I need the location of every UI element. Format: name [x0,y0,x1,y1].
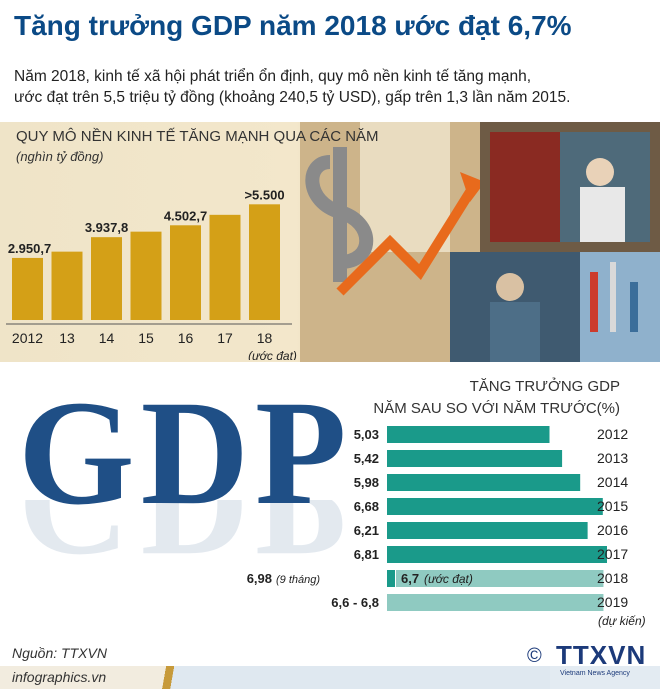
banner-photo-collage [300,122,660,362]
bar-15 [130,231,162,320]
hbar-value-label: 6,68 [354,499,379,514]
hbar-year-label: 2018 [597,570,628,586]
bar-2012 [12,257,43,320]
hbar-year-label: 2013 [597,450,628,466]
hbar-year-note: (dự kiến) [598,614,646,628]
x-tick-label: 14 [99,330,115,346]
source-text: Nguồn: TTXVN [12,645,107,661]
bar-14 [91,237,122,320]
x-tick-note: (ước đạt) [248,349,297,360]
hbar-year-label: 2015 [597,498,628,514]
bar-value-label: 2.950,7 [8,241,51,256]
hbar-value-label: 5,03 [354,427,379,442]
ttxvn-logo: TTXVN [556,640,647,670]
hbar-value-note: (ước đạt) [424,572,473,586]
x-tick-label: 18 [257,330,273,346]
hbar-value-label: 6,6 - 6,8 [331,595,379,610]
gdp-logo-reflection: GDP [18,500,353,580]
x-tick-label: 13 [59,330,75,346]
hbar-2013 [387,450,563,467]
page-title: Tăng trưởng GDP năm 2018 ước đạt 6,7% [14,10,572,41]
intro-text: Năm 2018, kinh tế xã hội phát triển ổn đ… [14,66,654,108]
hbar-chart-title-line1: TĂNG TRƯỞNG GDP [469,378,620,395]
hbar-value-label: 5,42 [354,451,379,466]
gdp-size-bar-chart: 2.950,7 2012 13 3.937,8 14 15 4.502,7 16 17 >5.50… [6,187,297,360]
dollar-sign-icon [305,147,374,282]
bar-chart-unit: (nghìn tỷ đồng) [16,149,104,164]
intro-line-2: ước đạt trên 5,5 triệu tỷ đồng (khoảng 2… [14,89,571,106]
hbar-2019 [387,594,604,611]
hbar-value-label: 5,98 [354,475,379,490]
footer-stripe [150,666,550,689]
bar-16 [170,225,201,320]
hbar-year-label: 2012 [597,426,628,442]
hbar-chart-title-line2: NĂM SAU SO VỚI NĂM TRƯỚC(%) [373,400,620,417]
hbar-value-label: 6,7 [401,571,419,586]
x-tick-label: 17 [217,330,233,346]
gdp-logo: GDP [18,370,353,536]
hbar-2014 [387,474,581,491]
x-tick-label: 15 [138,330,154,346]
hbar-2015 [387,498,603,515]
hbar-2018-9month [387,570,395,587]
bar-13 [51,251,83,320]
bar-value-label: >5.500 [244,187,284,202]
bar-chart-title: QUY MÔ NỀN KINH TẾ TĂNG MẠNH QUA CÁC NĂM [16,128,379,145]
hbar-year-label: 2016 [597,522,628,538]
x-tick-label: 16 [178,330,194,346]
hbar-2012 [387,426,550,443]
hbar-2018-estimate [396,570,604,587]
hbar-2017 [387,546,607,563]
bar-17 [209,214,241,320]
bar-value-label: 4.502,7 [164,208,207,223]
copyright-icon: © [527,645,542,667]
bar-value-label: 3.937,8 [85,220,128,235]
ttxvn-logo-subtitle: Vietnam News Agency [560,670,630,677]
footer-left-panel [0,666,150,689]
hbar-year-label: 2019 [597,594,628,610]
bar-18 [249,204,280,320]
hbar-chart-title: TĂNG TRƯỞNG GDP NĂM SAU SO VỚI NĂM TRƯỚC… [373,376,620,420]
hbar-year-label: 2017 [597,546,628,562]
hbar-value-label: 6,81 [354,547,379,562]
hbar-value-label: 6,21 [354,523,379,538]
site-link[interactable]: infographics.vn [12,669,107,685]
intro-line-1: Năm 2018, kinh tế xã hội phát triển ổn đ… [14,68,531,85]
hbar-year-label: 2014 [597,474,628,490]
hbar-2016 [387,522,588,539]
growth-arrow-icon [336,189,475,296]
x-tick-label: 2012 [12,330,43,346]
